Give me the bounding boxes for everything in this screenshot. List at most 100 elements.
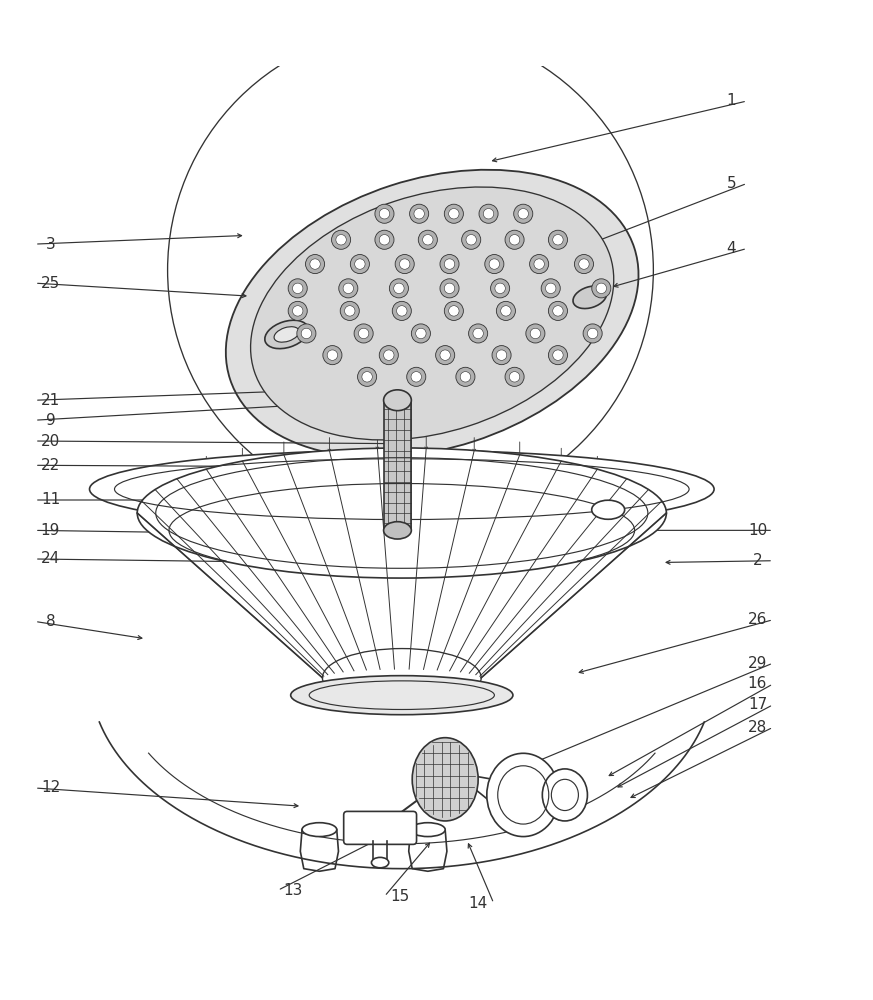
Circle shape [400, 259, 410, 269]
Circle shape [292, 283, 303, 294]
Circle shape [574, 255, 594, 274]
Circle shape [440, 350, 450, 360]
Ellipse shape [251, 187, 614, 440]
Circle shape [354, 324, 373, 343]
Circle shape [394, 283, 404, 294]
Circle shape [449, 209, 459, 219]
Circle shape [530, 255, 549, 274]
Circle shape [484, 209, 494, 219]
Circle shape [548, 301, 567, 320]
Text: 8: 8 [45, 614, 55, 629]
Circle shape [579, 259, 589, 269]
Circle shape [553, 235, 563, 245]
Circle shape [509, 235, 519, 245]
Circle shape [407, 367, 426, 386]
Circle shape [491, 279, 510, 298]
Text: 2: 2 [753, 553, 762, 568]
Text: 21: 21 [41, 393, 60, 408]
Circle shape [530, 328, 540, 339]
Ellipse shape [371, 857, 388, 868]
Circle shape [323, 346, 342, 365]
Ellipse shape [274, 327, 299, 342]
Circle shape [592, 279, 611, 298]
Circle shape [546, 283, 556, 294]
Circle shape [534, 259, 545, 269]
Circle shape [501, 306, 511, 316]
Circle shape [379, 235, 389, 245]
Circle shape [513, 204, 533, 223]
Text: 9: 9 [45, 413, 55, 428]
Circle shape [332, 230, 351, 249]
Circle shape [392, 301, 411, 320]
Circle shape [553, 306, 563, 316]
Text: 28: 28 [748, 720, 767, 735]
Ellipse shape [137, 448, 666, 578]
Text: 13: 13 [284, 883, 303, 898]
Circle shape [469, 324, 488, 343]
Circle shape [509, 372, 519, 382]
Text: 12: 12 [41, 780, 60, 795]
Circle shape [541, 279, 560, 298]
Circle shape [553, 350, 563, 360]
Circle shape [416, 328, 426, 339]
Ellipse shape [265, 320, 308, 349]
Circle shape [449, 306, 459, 316]
Circle shape [358, 367, 376, 386]
Text: 25: 25 [41, 276, 60, 291]
Circle shape [492, 346, 511, 365]
Circle shape [340, 301, 360, 320]
Circle shape [383, 350, 394, 360]
Circle shape [292, 306, 303, 316]
Circle shape [350, 255, 369, 274]
Ellipse shape [573, 286, 607, 309]
Circle shape [345, 306, 355, 316]
Circle shape [336, 235, 347, 245]
Circle shape [423, 235, 433, 245]
Circle shape [306, 255, 325, 274]
Circle shape [588, 328, 598, 339]
Circle shape [409, 204, 429, 223]
Text: 5: 5 [726, 176, 736, 191]
Circle shape [389, 279, 409, 298]
Ellipse shape [90, 450, 714, 528]
Circle shape [518, 209, 528, 219]
Circle shape [440, 279, 459, 298]
Ellipse shape [322, 649, 481, 707]
Ellipse shape [592, 500, 625, 519]
Text: 17: 17 [748, 697, 767, 712]
Circle shape [362, 372, 372, 382]
Circle shape [436, 346, 455, 365]
Circle shape [379, 346, 398, 365]
Circle shape [339, 279, 358, 298]
Text: 11: 11 [41, 492, 60, 507]
Circle shape [596, 283, 607, 294]
Circle shape [548, 230, 567, 249]
Circle shape [396, 306, 407, 316]
Circle shape [497, 301, 515, 320]
Ellipse shape [226, 170, 638, 457]
Circle shape [414, 209, 424, 219]
Circle shape [444, 283, 455, 294]
Circle shape [505, 367, 524, 386]
Circle shape [288, 301, 307, 320]
Text: 22: 22 [41, 458, 60, 473]
Circle shape [343, 283, 354, 294]
Text: 10: 10 [748, 523, 767, 538]
Circle shape [456, 367, 475, 386]
Circle shape [444, 204, 464, 223]
Circle shape [359, 328, 368, 339]
Ellipse shape [542, 769, 588, 821]
Ellipse shape [383, 390, 411, 411]
Circle shape [505, 230, 524, 249]
Circle shape [548, 346, 567, 365]
Circle shape [479, 204, 498, 223]
Circle shape [444, 301, 464, 320]
Circle shape [460, 372, 471, 382]
Circle shape [310, 259, 320, 269]
FancyBboxPatch shape [344, 811, 416, 844]
Circle shape [473, 328, 484, 339]
Circle shape [379, 209, 389, 219]
Circle shape [440, 255, 459, 274]
Text: 16: 16 [748, 676, 767, 691]
Text: 14: 14 [469, 896, 488, 911]
